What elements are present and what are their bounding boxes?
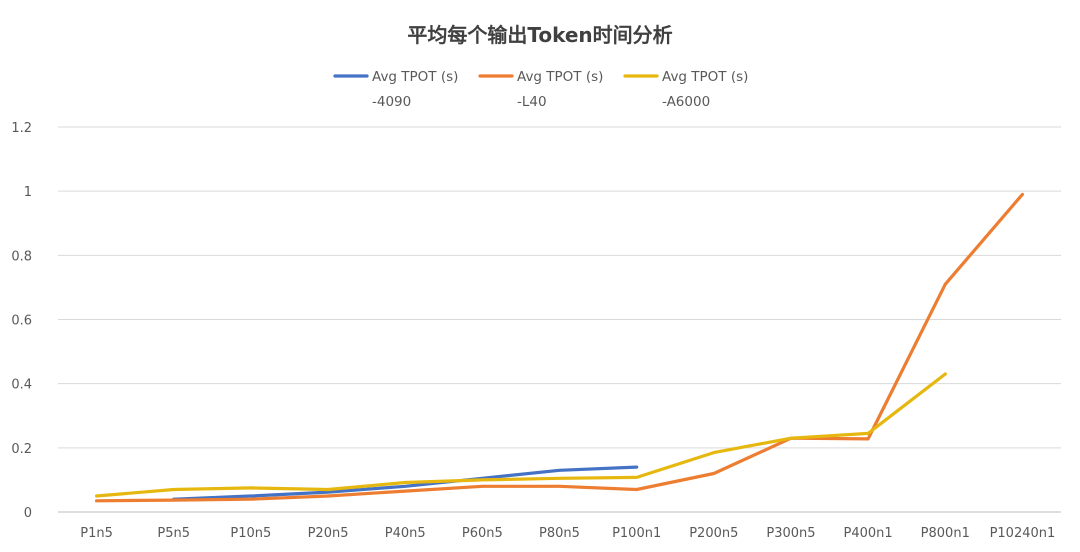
legend-label-suffix-2: -L40 — [517, 94, 547, 110]
y-tick-label: 0.2 — [11, 442, 32, 457]
x-axis-ticks: P1n5 P5n5 P10n5 P20n5 P40n5 P60n5 P80n5 P100n1 P… — [80, 526, 1055, 541]
legend-label-3: Avg TPOT (s) — [662, 69, 748, 85]
y-tick-label: 0.8 — [11, 249, 32, 264]
y-tick-label: 0.6 — [11, 314, 32, 329]
x-tick-label: P10n5 — [230, 526, 271, 541]
series-line-2 — [95, 192, 1024, 503]
x-tick-label: P300n5 — [766, 526, 815, 541]
legend-label-suffix-3: -A6000 — [662, 94, 710, 110]
x-tick-label: P80n5 — [539, 526, 580, 541]
legend-label-1: Avg TPOT (s) — [372, 69, 458, 85]
x-tick-label: P400n1 — [844, 526, 893, 541]
series-lines — [95, 192, 1024, 503]
legend-label-2: Avg TPOT (s) — [517, 69, 603, 85]
x-tick-label: P1n5 — [80, 526, 113, 541]
y-tick-label: 1.2 — [11, 121, 32, 136]
y-tick-label: 1 — [24, 185, 32, 200]
x-tick-label: P800n1 — [921, 526, 970, 541]
x-tick-label: P5n5 — [157, 526, 190, 541]
chart-title: 平均每个输出Token时间分析 — [407, 23, 672, 47]
x-tick-label: P20n5 — [308, 526, 349, 541]
x-tick-label: P10240n1 — [990, 526, 1056, 541]
y-axis-ticks: 0 0.2 0.4 0.6 0.8 1 1.2 — [11, 121, 32, 521]
x-tick-label: P200n5 — [689, 526, 738, 541]
chart-legend: Avg TPOT (s) -4090 Avg TPOT (s) -L40 Avg TPO… — [333, 69, 748, 110]
series-line-3 — [95, 372, 947, 498]
x-tick-label: P40n5 — [385, 526, 426, 541]
y-gridlines — [58, 126, 1061, 513]
legend-label-suffix-1: -4090 — [372, 94, 411, 110]
series-line-1 — [172, 465, 639, 501]
x-tick-label: P60n5 — [462, 526, 503, 541]
y-tick-label: 0.4 — [11, 378, 32, 393]
y-tick-label: 0 — [24, 506, 32, 521]
x-tick-label: P100n1 — [612, 526, 661, 541]
